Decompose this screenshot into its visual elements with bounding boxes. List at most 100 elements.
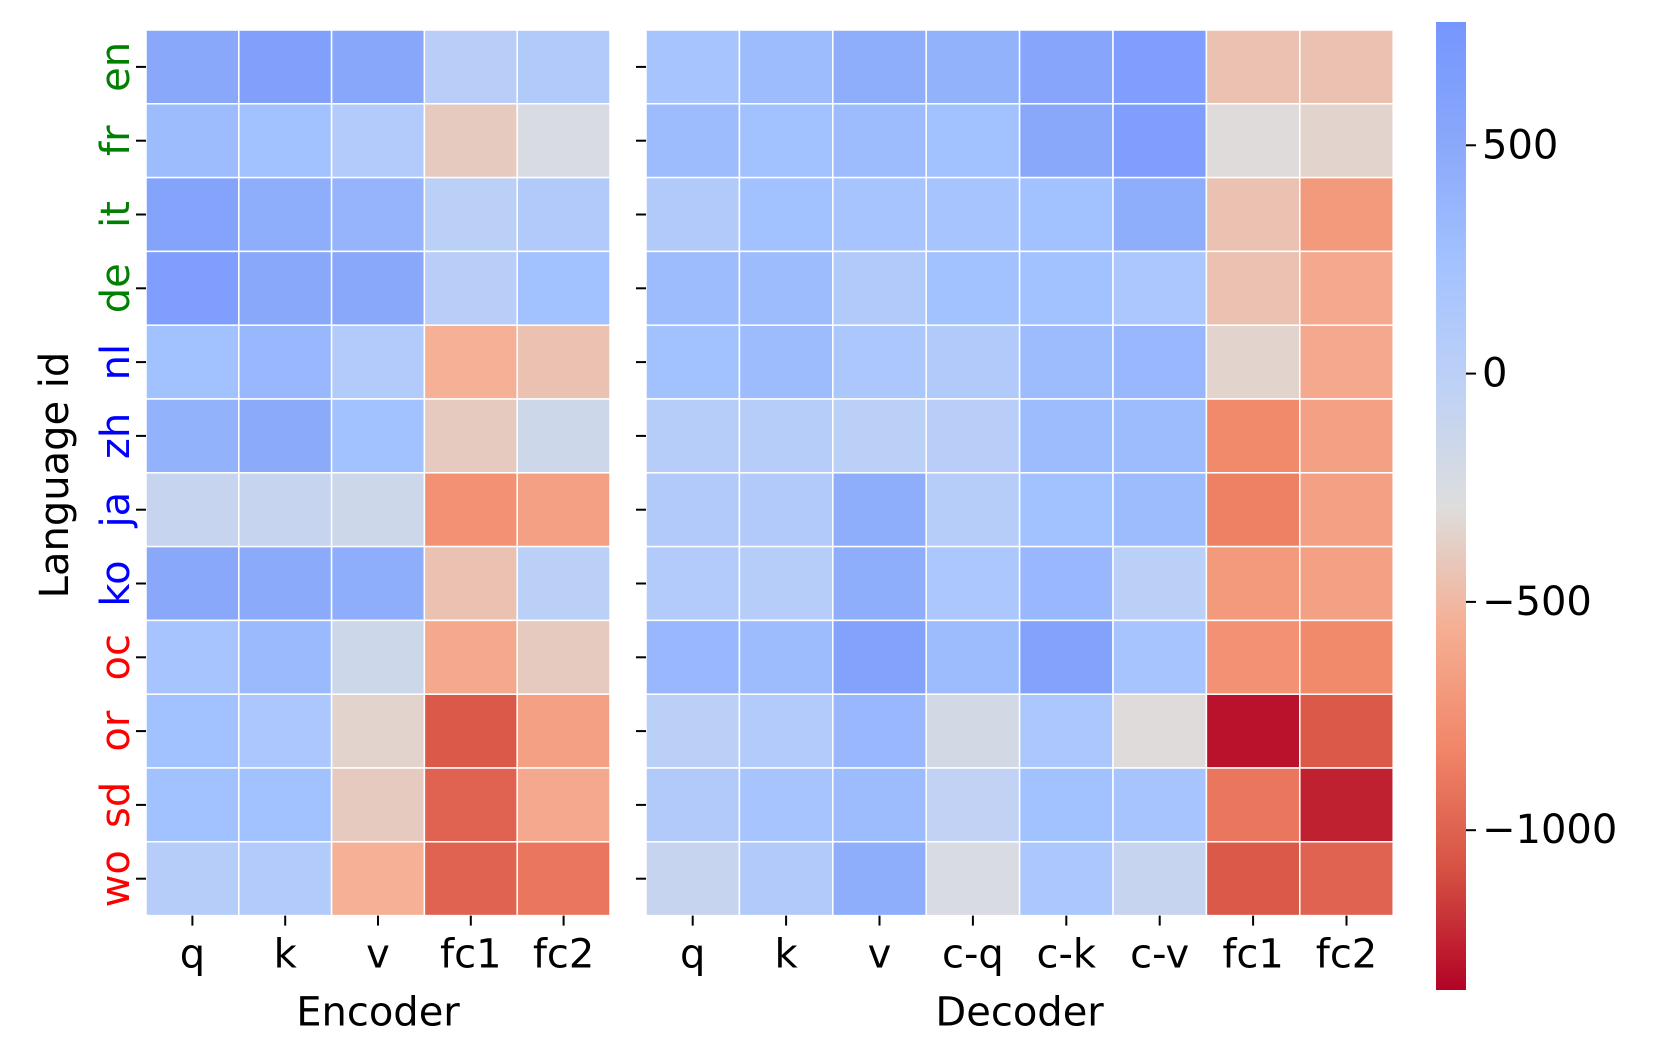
x-tick-label-encoder-fc1: fc1 (440, 932, 502, 978)
heatmap-cell-decoder-ja-q (645, 472, 741, 548)
heatmap-cell-encoder-en-q (145, 29, 240, 105)
heatmap-cell-decoder-ko-c-q (925, 545, 1021, 622)
heatmap-cell-decoder-en-c-v (1112, 29, 1208, 105)
language-label-sd: sd (93, 782, 139, 828)
heatmap-cell-decoder-oc-fc1 (1205, 619, 1301, 695)
heatmap-cell-encoder-en-fc2 (516, 29, 611, 105)
heatmap-cell-encoder-zh-q (145, 398, 240, 474)
heatmap-cell-encoder-nl-fc2 (516, 324, 611, 400)
x-tick-label-decoder-c-v: c-v (1130, 932, 1189, 978)
heatmap-cell-encoder-en-k (238, 29, 333, 105)
x-tick-label-encoder-v: v (366, 932, 390, 978)
heatmap-cell-decoder-it-v (832, 176, 927, 253)
heatmap-cell-decoder-nl-c-v (1112, 324, 1208, 400)
heatmap-cell-decoder-ja-fc2 (1299, 472, 1394, 548)
heatmap-cell-encoder-de-fc2 (516, 250, 611, 326)
heatmap-cell-encoder-or-k (238, 693, 333, 769)
language-label-en: en (93, 42, 139, 92)
heatmap-cell-encoder-ko-fc1 (423, 545, 518, 622)
heatmap-cell-encoder-nl-v (330, 324, 426, 400)
heatmap-cell-decoder-it-k (738, 176, 834, 253)
heatmap-cell-decoder-zh-fc1 (1205, 398, 1301, 474)
language-label-it: it (93, 201, 139, 228)
heatmap-cell-encoder-ja-q (145, 472, 240, 548)
heatmap-cell-decoder-sd-c-q (925, 767, 1021, 843)
heatmap-cell-encoder-or-fc2 (516, 693, 611, 769)
language-labels: en fr it de nl zh ja ko oc or sd wo (93, 42, 139, 907)
heatmap-cell-decoder-ja-c-v (1112, 472, 1208, 548)
heatmap-cell-decoder-ko-fc1 (1205, 545, 1301, 622)
heatmap-cell-decoder-en-fc1 (1205, 29, 1301, 105)
colorbar-tick-label-0: 500 (1482, 122, 1558, 168)
heatmap-cell-decoder-sd-fc1 (1205, 767, 1301, 843)
x-tick-label-decoder-v: v (868, 932, 892, 978)
heatmap-cell-encoder-ko-k (238, 545, 333, 622)
heatmap-cell-encoder-nl-q (145, 324, 240, 400)
heatmap-cell-decoder-sd-c-k (1018, 767, 1114, 843)
language-label-ko: ko (93, 560, 139, 606)
heatmap-cell-encoder-ja-k (238, 472, 333, 548)
x-tick-label-encoder-q: q (180, 932, 205, 978)
heatmap-cell-decoder-ko-c-v (1112, 545, 1208, 622)
heatmap-cell-decoder-or-c-v (1112, 693, 1208, 769)
heatmap-cell-encoder-it-k (238, 176, 333, 253)
x-tick-label-decoder-c-q: c-q (942, 932, 1004, 978)
heatmap-cell-decoder-or-c-k (1018, 693, 1114, 769)
heatmap-cell-encoder-oc-fc1 (423, 619, 518, 695)
colorbar-tick-label-2: −500 (1482, 579, 1592, 625)
heatmap-cell-decoder-de-k (738, 250, 834, 326)
heatmap-cell-decoder-fr-fc1 (1205, 103, 1301, 179)
y-axis-title: Language id (32, 352, 78, 599)
heatmap-cell-encoder-fr-q (145, 103, 240, 179)
language-label-or: or (93, 710, 139, 751)
heatmap-cell-encoder-oc-k (238, 619, 333, 695)
heatmap-cell-encoder-wo-k (238, 841, 333, 917)
heatmap-cell-encoder-oc-q (145, 619, 240, 695)
heatmap-cell-decoder-de-q (645, 250, 741, 326)
x-tick-label-encoder-fc2: fc2 (533, 932, 595, 978)
heatmap-cell-decoder-sd-v (832, 767, 927, 843)
language-label-nl: nl (93, 344, 139, 380)
heatmap-cell-decoder-zh-v (832, 398, 927, 474)
heatmap-cell-encoder-sd-v (330, 767, 426, 843)
decoder-panel: q k v c-q c-k c-v fc1 fc2 Decoder (636, 29, 1394, 1036)
heatmap-cell-decoder-or-v (832, 693, 927, 769)
heatmap-cell-decoder-ko-q (645, 545, 741, 622)
heatmap-cell-encoder-fr-v (330, 103, 426, 179)
language-label-oc: oc (93, 634, 139, 680)
heatmap-cell-encoder-wo-fc1 (423, 841, 518, 917)
language-label-zh: zh (93, 413, 139, 459)
heatmap-cell-decoder-fr-k (738, 103, 834, 179)
x-axis-title-decoder: Decoder (935, 990, 1104, 1036)
heatmap-cell-encoder-de-k (238, 250, 333, 326)
heatmap-cell-decoder-zh-q (645, 398, 741, 474)
x-tick-label-decoder-fc2: fc2 (1316, 932, 1378, 978)
heatmap-cell-decoder-en-q (645, 29, 741, 105)
heatmap-cell-encoder-zh-fc2 (516, 398, 611, 474)
heatmap-cell-decoder-or-c-q (925, 693, 1021, 769)
heatmap-cell-decoder-fr-c-q (925, 103, 1021, 179)
heatmap-cell-decoder-en-c-k (1018, 29, 1114, 105)
heatmap-cell-encoder-ja-fc2 (516, 472, 611, 548)
heatmap-cell-encoder-wo-fc2 (516, 841, 611, 917)
heatmap-cell-decoder-nl-c-k (1018, 324, 1114, 400)
heatmap-cell-decoder-sd-c-v (1112, 767, 1208, 843)
heatmap-cell-encoder-de-fc1 (423, 250, 518, 326)
heatmap-cell-decoder-oc-fc2 (1299, 619, 1394, 695)
heatmap-cell-encoder-zh-k (238, 398, 333, 474)
heatmap-cell-decoder-it-fc2 (1299, 176, 1394, 253)
heatmap-cell-decoder-it-c-v (1112, 176, 1208, 253)
heatmap-cell-decoder-or-fc2 (1299, 693, 1394, 769)
heatmap-cell-encoder-sd-fc2 (516, 767, 611, 843)
heatmap-cell-decoder-nl-fc1 (1205, 324, 1301, 400)
heatmap-cell-decoder-de-c-v (1112, 250, 1208, 326)
heatmap-cell-encoder-sd-k (238, 767, 333, 843)
heatmap-cell-encoder-sd-q (145, 767, 240, 843)
heatmap-cell-decoder-de-v (832, 250, 927, 326)
heatmap-cell-decoder-oc-c-q (925, 619, 1021, 695)
heatmap-cell-decoder-ja-v (832, 472, 927, 548)
heatmap-cell-encoder-it-q (145, 176, 240, 253)
heatmap-cell-encoder-nl-k (238, 324, 333, 400)
heatmap-cell-decoder-nl-fc2 (1299, 324, 1394, 400)
heatmap-cell-decoder-sd-fc2 (1299, 767, 1394, 843)
